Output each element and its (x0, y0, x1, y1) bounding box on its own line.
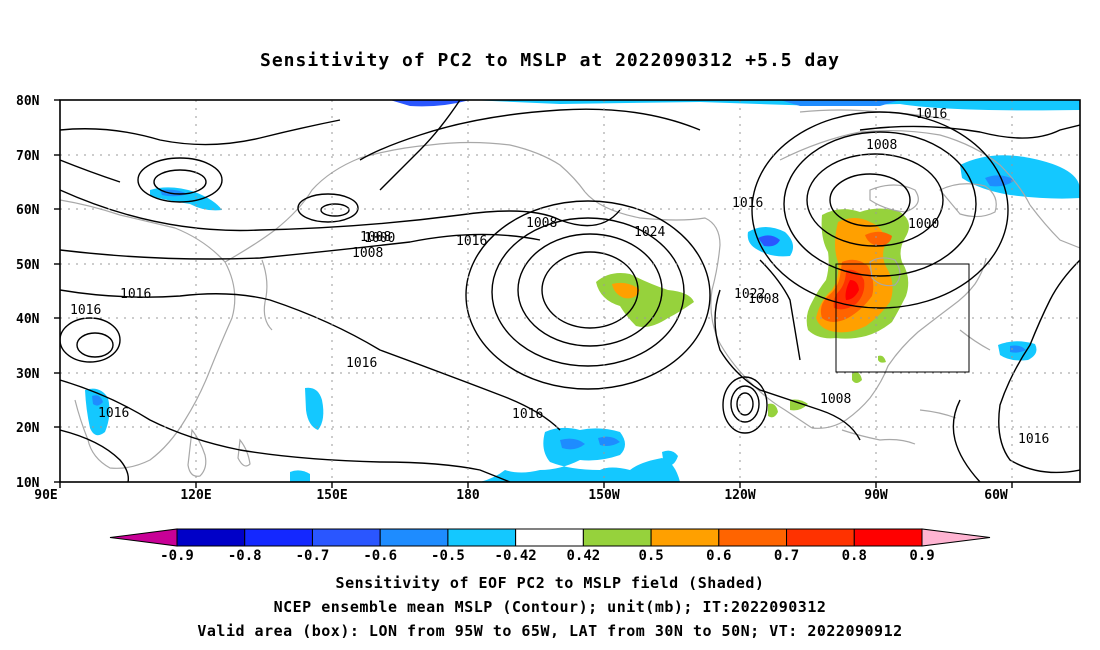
contour-label: 1008 (526, 216, 557, 231)
colorbar-bin (311, 528, 381, 547)
lat-label: 80N (16, 94, 40, 109)
colorbar-label: 0.42 (567, 548, 601, 564)
contour-label: 1022 (734, 287, 765, 302)
contour-label: 1016 (70, 303, 101, 318)
colorbar-end-left (109, 528, 178, 547)
lon-label: 120W (724, 488, 755, 503)
lon-label: 120E (180, 488, 211, 503)
colorbar-bin (650, 528, 720, 547)
map-plot-area (60, 100, 1080, 482)
lat-label: 30N (16, 367, 40, 382)
contour-label: 1000 (364, 231, 395, 246)
contour-label: 1016 (512, 407, 543, 422)
contour-label: 1008 (866, 138, 897, 153)
colorbar-label: 0.7 (774, 548, 799, 564)
lon-label: 180 (456, 488, 480, 503)
contour-label: 1008 (360, 230, 391, 245)
colorbar-label: -0.8 (228, 548, 262, 564)
colorbar: -0.9 -0.8 -0.7 -0.6 -0.5 -0.42 0.42 0.5 0.6 0.7 0.… (109, 528, 991, 564)
lat-label: 50N (16, 258, 40, 273)
latitude-labels: 80N 70N 60N 50N 40N 30N 20N 10N (16, 94, 40, 491)
lon-label: 150E (316, 488, 347, 503)
colorbar-bin (582, 528, 652, 547)
contour-label: 1008 (748, 292, 779, 307)
colorbar-bin (515, 528, 584, 547)
colorbar-label: 0.9 (909, 548, 934, 564)
contour-label: 1016 (732, 196, 763, 211)
lat-label: 10N (16, 476, 40, 491)
colorbar-bin (244, 528, 313, 547)
longitude-labels: 90E 120E 150E 180 150W 120W 90W 60W (34, 488, 1008, 503)
colorbar-bin (786, 528, 855, 547)
lat-label: 60N (16, 203, 40, 218)
colorbar-bin (853, 528, 923, 547)
sensitivity-shading (60, 100, 1080, 482)
contour-labels: 1016 1008 1016 1000 1008 1008 1016 1024 … (70, 107, 1049, 447)
contour-label: 1008 (352, 246, 383, 261)
caption-line-1: Sensitivity of EOF PC2 to MSLP field (Sh… (335, 574, 765, 592)
contour-label: 1016 (120, 287, 151, 302)
lat-label: 20N (16, 421, 40, 436)
colorbar-bin (379, 528, 449, 547)
contour-label: 1016 (1018, 432, 1049, 447)
colorbar-label: -0.9 (160, 548, 194, 564)
graticule (60, 100, 1080, 482)
lat-label: 40N (16, 312, 40, 327)
map-title: Sensitivity of PC2 to MSLP at 2022090312… (259, 50, 840, 71)
mslp-contours (60, 100, 1080, 482)
lon-label: 90W (864, 488, 888, 503)
contour-label: 1000 (908, 217, 939, 232)
contour-label: 1016 (916, 107, 947, 122)
valid-area-box (835, 263, 970, 373)
colorbar-label: -0.42 (495, 548, 537, 564)
colorbar-bin (718, 528, 788, 547)
colorbar-label: -0.5 (431, 548, 465, 564)
contour-label: 1008 (820, 392, 851, 407)
axis-ticks (54, 99, 1013, 488)
lon-label: 60W (984, 488, 1008, 503)
contour-label: 1016 (456, 234, 487, 249)
colorbar-label: -0.6 (363, 548, 397, 564)
lon-label: 90E (34, 488, 57, 503)
colorbar-label: 0.5 (638, 548, 663, 564)
contour-label: 1024 (634, 225, 665, 240)
colorbar-bin (447, 528, 517, 547)
caption-line-2: NCEP ensemble mean MSLP (Contour); unit(… (273, 598, 827, 616)
contour-label: 1016 (346, 356, 377, 371)
colorbar-end-right (921, 528, 991, 547)
colorbar-bin (176, 528, 246, 547)
caption-line-3: Valid area (box): LON from 95W to 65W, L… (197, 622, 903, 640)
lat-label: 70N (16, 149, 40, 164)
map-frame (59, 99, 1081, 483)
colorbar-label: 0.6 (706, 548, 731, 564)
colorbar-label: 0.8 (842, 548, 867, 564)
lon-label: 150W (588, 488, 619, 503)
colorbar-label: -0.7 (296, 548, 330, 564)
contour-label: 1016 (98, 406, 129, 421)
